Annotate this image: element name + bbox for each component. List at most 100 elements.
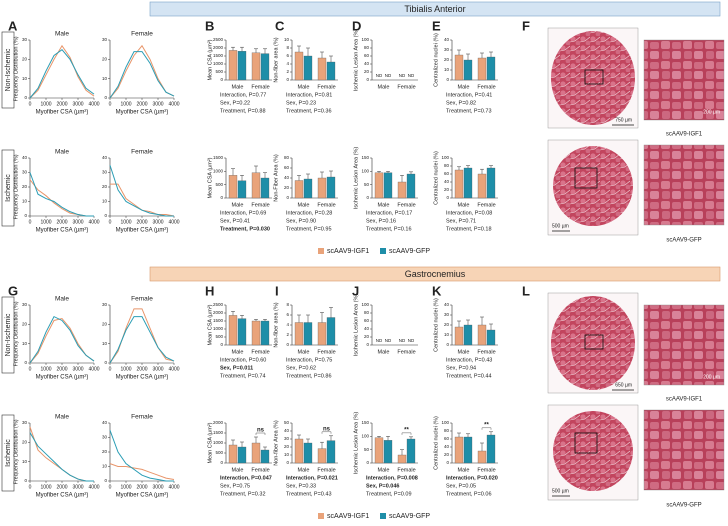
stat-line: Interaction, P=0.021 bbox=[286, 475, 338, 481]
x-tick-label: 4000 bbox=[88, 366, 99, 372]
y-axis-label: Frequency Distribution (%) bbox=[13, 301, 19, 366]
bar bbox=[463, 167, 473, 199]
x-tick-label: Male bbox=[378, 202, 390, 208]
bar bbox=[251, 52, 261, 81]
y-tick-label: 50 bbox=[364, 447, 370, 452]
x-tick-label: Female bbox=[477, 349, 495, 355]
error-bar bbox=[320, 312, 324, 323]
section-title: Gastrocnemius bbox=[405, 269, 466, 279]
x-tick-label: Male bbox=[298, 349, 310, 355]
bar bbox=[374, 437, 384, 464]
bar bbox=[397, 454, 407, 464]
series-line bbox=[29, 172, 94, 217]
y-axis-label: Mean CSA (µm²) bbox=[207, 422, 213, 463]
stat-line: Treatment, P=0.74 bbox=[220, 373, 266, 379]
tissue-section bbox=[551, 296, 635, 390]
bar bbox=[228, 315, 238, 346]
stat-line: Treatment, P=0.16 bbox=[366, 226, 412, 232]
x-tick-label: 0 bbox=[29, 219, 32, 225]
series-line bbox=[109, 316, 175, 364]
y-tick-label: 40 bbox=[22, 155, 28, 160]
y-tick-label: 0 bbox=[104, 360, 107, 365]
x-tick-label: Female bbox=[317, 467, 335, 473]
error-bar bbox=[263, 172, 267, 178]
y-tick-label: 1000 bbox=[213, 440, 224, 445]
series-line bbox=[109, 51, 175, 99]
y-tick-label: 30 bbox=[22, 302, 28, 307]
stat-line: Sex, P=0.046 bbox=[366, 483, 400, 489]
stat-line: Treatment, P=0.030 bbox=[220, 226, 270, 232]
error-bar bbox=[489, 431, 493, 435]
panel-letter: G bbox=[8, 283, 18, 298]
histology bbox=[547, 27, 725, 236]
y-tick-label: 20 bbox=[444, 187, 450, 192]
bar bbox=[406, 173, 416, 199]
y-tick-label: 0 bbox=[446, 342, 449, 347]
zoom-image bbox=[643, 39, 725, 121]
series-line bbox=[109, 165, 174, 217]
series-line bbox=[29, 426, 94, 482]
y-tick-label: 60 bbox=[444, 171, 450, 176]
x-tick-label: 2000 bbox=[56, 101, 67, 107]
row-label: Ischemic bbox=[5, 174, 12, 202]
error-bar bbox=[466, 319, 470, 325]
bar bbox=[303, 178, 313, 199]
y-tick-label: 0 bbox=[104, 95, 107, 100]
y-tick-label: 0 bbox=[104, 478, 107, 483]
y-axis-label: Non-fiber Area (%) bbox=[273, 420, 279, 466]
x-axis-label: Myofiber CSA (µm²) bbox=[36, 375, 89, 381]
y-axis-label: Centralized nuclei (%) bbox=[433, 416, 439, 470]
bar bbox=[326, 61, 336, 81]
y-tick-label: 40 bbox=[102, 155, 108, 160]
scale-label: 650 µm bbox=[615, 382, 632, 388]
bar bbox=[477, 324, 487, 346]
annotation: ** bbox=[404, 427, 409, 433]
error-bar bbox=[240, 315, 244, 319]
chart-title: Male bbox=[55, 149, 69, 156]
x-tick-label: Male bbox=[458, 349, 470, 355]
error-bar bbox=[254, 319, 258, 321]
y-tick-label: 1500 bbox=[213, 155, 224, 160]
bar bbox=[228, 50, 238, 81]
stat-line: Sex, P=0.62 bbox=[286, 365, 316, 371]
error-bar bbox=[297, 175, 301, 181]
x-axis-label: Myofiber CSA (µm²) bbox=[36, 228, 89, 234]
error-bar bbox=[306, 438, 310, 443]
bar bbox=[463, 59, 473, 81]
y-axis-label: Centralized nuclei (%) bbox=[433, 298, 439, 352]
x-tick-label: Female bbox=[477, 467, 495, 473]
y-tick-label: 50 bbox=[364, 182, 370, 187]
x-tick-label: 3000 bbox=[72, 219, 83, 225]
y-tick-label: 10 bbox=[102, 76, 108, 81]
y-tick-label: 0 bbox=[286, 460, 289, 465]
stat-line: Sex, P=0.71 bbox=[446, 218, 476, 224]
y-tick-label: 10 bbox=[22, 341, 28, 346]
error-bar bbox=[306, 47, 310, 56]
row-label-box bbox=[1, 414, 15, 492]
error-bar bbox=[480, 442, 484, 451]
bar bbox=[454, 54, 464, 81]
y-tick-label: 100 bbox=[361, 169, 369, 174]
error-bar bbox=[240, 46, 244, 52]
y-axis-label: Non-fiber area (%) bbox=[273, 37, 279, 82]
x-tick-label: Male bbox=[458, 84, 470, 90]
y-tick-label: 40 bbox=[444, 37, 450, 42]
y-tick-label: 0 bbox=[24, 213, 27, 218]
y-tick-label: 20 bbox=[284, 444, 290, 449]
x-tick-label: Female bbox=[317, 349, 335, 355]
panel-letter: K bbox=[432, 283, 442, 298]
y-tick-label: 20 bbox=[444, 452, 450, 457]
x-tick-label: 1000 bbox=[40, 101, 51, 107]
error-bar bbox=[409, 171, 413, 174]
x-tick-label: Male bbox=[458, 467, 470, 473]
y-tick-label: 1000 bbox=[213, 61, 224, 66]
chart-title: Male bbox=[55, 31, 69, 38]
group-label: scAAV9-GFP bbox=[666, 238, 701, 244]
x-tick-label: Female bbox=[477, 84, 495, 90]
y-tick-label: 0 bbox=[366, 342, 369, 347]
tissue-section bbox=[551, 31, 635, 125]
error-bar bbox=[466, 433, 470, 437]
legend-swatch bbox=[318, 513, 324, 519]
x-tick-label: 2000 bbox=[56, 219, 67, 225]
y-axis-label: Frequency Distribution (%) bbox=[13, 36, 19, 101]
